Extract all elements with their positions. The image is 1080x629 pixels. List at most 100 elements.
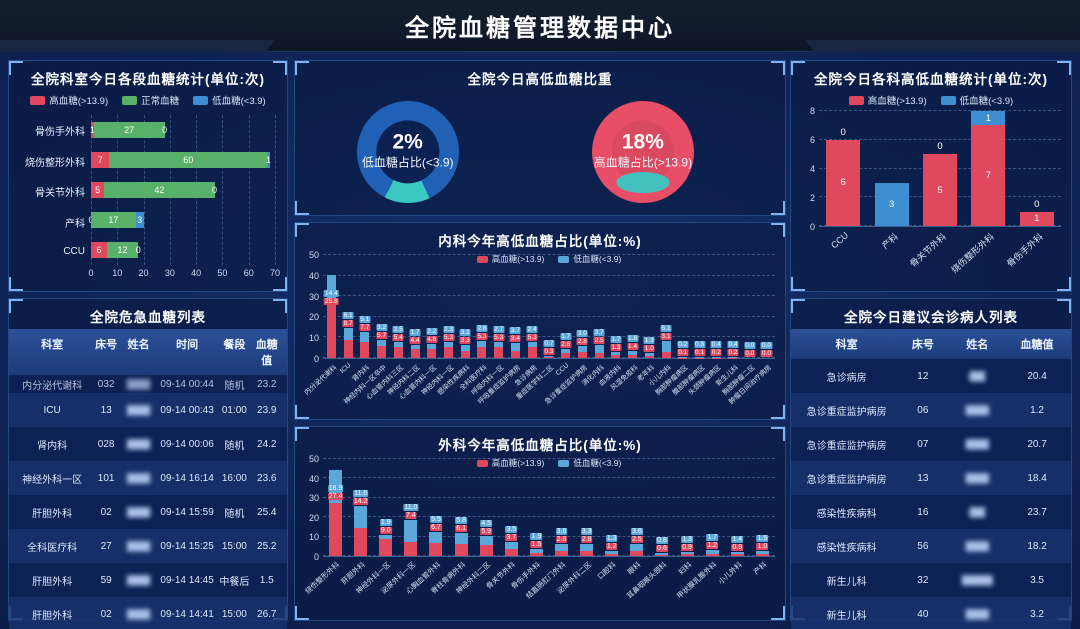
table-cell: 09-14 15:25 <box>160 540 214 552</box>
bar-slot: 1.7 2.6 <box>557 255 574 358</box>
chart-legend: 高血糖(>13.9) 低血糖(<3.9) <box>323 251 775 267</box>
legend-swatch <box>193 95 209 105</box>
high-segment <box>460 351 470 358</box>
low-value: 14.4 <box>324 290 339 298</box>
legend-label: 低血糖(<3.9) <box>212 96 266 107</box>
bar-stack: 5.1 3.1 <box>660 255 672 358</box>
high-value: 5.4 <box>392 333 404 341</box>
column-header: 血糖值 <box>255 339 278 367</box>
high-value: 0.0 <box>760 350 772 357</box>
table-cell: 06 <box>917 404 929 416</box>
bar-stack: 0.3 0.1 <box>693 255 706 358</box>
low-value: 0 <box>937 141 943 153</box>
bar-slot: 3.1 3.3 <box>457 255 474 358</box>
panel-title: 内科今年高低血糖占比(单位:%) <box>438 234 642 249</box>
gridline <box>323 477 775 479</box>
value-labels: 4.5 5.9 <box>480 519 493 535</box>
low-segment <box>379 534 393 539</box>
panel-dept-highlow: 全院今日各科高低血糖统计(单位:次) 高血糖(>13.9) 低血糖(<3.9) 0 2… <box>790 60 1072 292</box>
chart-dept-highlow: 高血糖(>13.9) 低血糖(<3.9) 0 2 4 6 8 6 0 3 5 0 1 7 1 0 CCU 产科 骨关… <box>791 91 1071 291</box>
bar-slot: 11.6 14.2 <box>348 459 373 556</box>
table-cell: 新生儿科 <box>826 576 867 588</box>
bar-segment: 27 <box>93 122 165 138</box>
bar-stack: 5.1 7.7 <box>359 255 371 358</box>
bar-stack: 14.4 25.8 <box>324 255 339 358</box>
table-cell: 24.2 <box>257 438 277 450</box>
low-value: 6.1 <box>342 311 354 319</box>
legend-label: 高血糖(>13.9) <box>491 254 545 264</box>
column-header: 床号 <box>911 339 934 351</box>
gridline <box>323 274 775 276</box>
table-cell: 09-14 00:06 <box>160 438 214 450</box>
high-segment <box>755 554 769 556</box>
value-labels: 3.3 2.8 <box>580 528 593 544</box>
x-tick: 40 <box>191 268 202 278</box>
low-value: 3.7 <box>593 329 605 337</box>
bar-segment: 17 <box>91 212 136 228</box>
table-cell: 26.7 <box>257 608 277 620</box>
patient-name: ▇▇▇ <box>965 438 989 450</box>
high-segment <box>529 553 543 556</box>
y-tick: 6 <box>809 135 815 145</box>
legend-label: 低血糖(<3.9) <box>959 96 1014 107</box>
table-cell: 27 <box>100 540 112 552</box>
plot-area: 高血糖(>13.9) 低血糖(<3.9) 14.4 25.8 6.1 8.7 5.1 7.7 3… <box>323 254 775 359</box>
high-value: 1.2 <box>605 543 618 551</box>
bar-stack: 1.7 1.3 <box>610 255 622 358</box>
low-value: 1.7 <box>409 329 421 337</box>
category-label: CCU <box>828 230 850 251</box>
table-row: 神经外科一区 101 ▇▇▇ 09-14 16:14 16:00 23.6 <box>9 461 287 495</box>
panel-today-ratio: 全院今日高低血糖比重 2% 低血糖占比(<3.9) 18% 高血糖占比(>13.9) <box>294 60 786 216</box>
high-segment <box>555 550 569 556</box>
legend-label: 高血糖(>13.9) <box>867 96 927 107</box>
high-value: 1.2 <box>706 542 719 550</box>
low-value: 5.5 <box>430 516 442 524</box>
bar-slot: 2.2 4.6 <box>423 255 440 358</box>
low-segment <box>510 343 520 351</box>
low-segment <box>630 544 644 552</box>
category-label: 妇科 <box>676 560 694 577</box>
high-value: 0.1 <box>677 349 689 357</box>
low-value: 1.5 <box>756 535 769 543</box>
table-cell: 13 <box>917 472 929 484</box>
x-label-slot: 小儿外科 <box>716 557 750 619</box>
low-segment <box>529 549 543 554</box>
value-labels: 5.1 7.7 <box>359 315 371 331</box>
table-cell: 随机 <box>224 380 245 392</box>
table-cell: 40 <box>917 608 929 620</box>
bar-stack: 2.7 5.3 <box>493 255 505 358</box>
table-cell: 16 <box>917 506 929 518</box>
high-value: 1.4 <box>627 343 639 351</box>
high-value: 8.7 <box>342 319 354 327</box>
low-segment <box>644 353 654 356</box>
low-segment <box>711 356 721 358</box>
low-value: 3.1 <box>459 328 471 336</box>
plot-column: 6 0 3 5 0 1 7 1 0 CCU 产科 骨关节外科 烧伤整形外科 骨伤手外科 <box>819 110 1061 291</box>
high-value: 0.6 <box>656 545 668 553</box>
legend-swatch <box>30 95 46 105</box>
table-row: 急诊重症监护病房 07 ▇▇▇ 20.7 <box>791 427 1071 461</box>
bar-stack: 3.7 2.5 <box>593 255 605 358</box>
column-header: 科室 <box>41 339 64 351</box>
panel-title: 全院今日建议会诊病人列表 <box>844 310 1018 325</box>
table-cell: 随机 <box>224 508 245 520</box>
bar-slot: 6.1 8.7 <box>340 255 357 358</box>
bar-segment: 6 <box>91 242 107 258</box>
table-cell: 32 <box>917 574 929 586</box>
panel-title: 全院今日各科高低血糖统计(单位:次) <box>814 72 1048 87</box>
table-cell: 07 <box>917 438 929 450</box>
high-value: 9.0 <box>379 526 392 534</box>
value-labels: 0.3 0.1 <box>693 341 706 357</box>
bar-stack: 3 <box>874 111 909 226</box>
high-value: 0.9 <box>731 543 744 551</box>
patient-name: ▇▇▇ <box>126 540 151 552</box>
table-row: ICU 13 ▇▇▇ 09-14 00:43 01:00 23.9 <box>9 393 287 427</box>
donut-text: 2% 低血糖占比(<3.9) <box>362 131 454 171</box>
low-value: 1.3 <box>605 535 618 543</box>
donut-hole <box>376 120 440 184</box>
high-segment <box>379 538 393 556</box>
patient-name: ▇▇▇ <box>965 404 989 416</box>
